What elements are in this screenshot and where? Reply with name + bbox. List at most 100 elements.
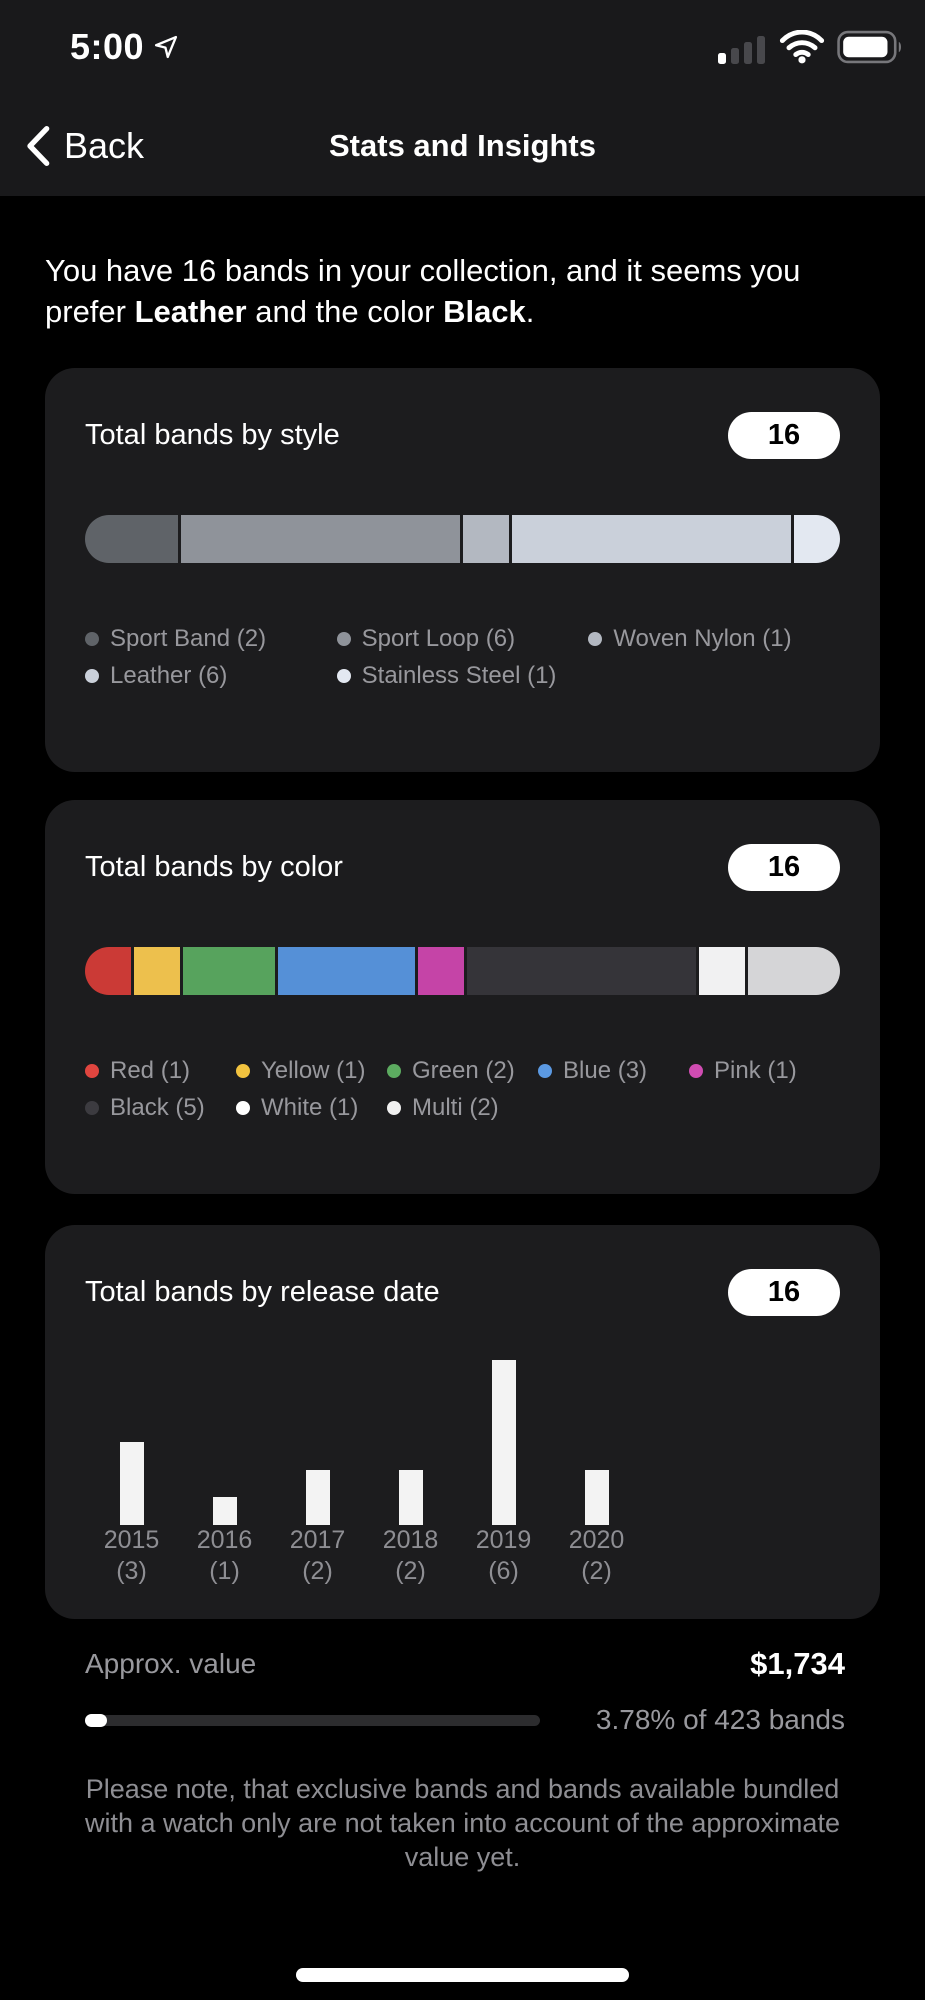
bar-count-label: (3) — [116, 1557, 147, 1585]
bar-segment-multi — [748, 947, 840, 995]
card-header: Total bands by color 16 — [85, 844, 840, 891]
summary-part3: . — [525, 294, 535, 329]
back-button[interactable]: Back — [26, 96, 144, 196]
battery-icon — [837, 30, 901, 64]
legend-dot-green — [387, 1064, 401, 1078]
page-title: Stats and Insights — [329, 128, 596, 163]
bar-count-label: (2) — [395, 1557, 426, 1585]
legend-dot-multi — [387, 1101, 401, 1115]
legend-dot-leather — [85, 669, 99, 683]
bar-year-label: 2020 — [568, 1526, 625, 1554]
color-legend: Red (1) Yellow (1) Green (2) Blue (3) Pink (… — [85, 1057, 840, 1122]
bar-segment-yellow — [133, 947, 180, 995]
card-bands-by-release-date: Total bands by release date 16 2015 (3) 20… — [45, 1225, 880, 1619]
legend-item-leather: Leather (6) — [85, 662, 337, 690]
bar-column-2017: 2017 (2) — [271, 1360, 364, 1587]
bar-segment-blue — [277, 947, 416, 995]
legend-item-woven-nylon: Woven Nylon (1) — [588, 625, 840, 653]
card-title: Total bands by color — [85, 851, 343, 883]
bar-2016 — [212, 1497, 237, 1525]
card-header: Total bands by release date 16 — [85, 1269, 840, 1316]
legend-dot-stainless-steel — [336, 669, 351, 683]
approx-value-row: Approx. value $1,734 — [85, 1642, 845, 1686]
color-stacked-bar — [85, 947, 840, 995]
legend-label: Sport Band (2) — [110, 625, 267, 652]
legend-dot-yellow — [236, 1064, 250, 1078]
header: 5:00 — [0, 0, 925, 196]
legend-label: Red (1) — [110, 1057, 191, 1084]
summary-text: You have 16 bands in your collection, an… — [45, 250, 880, 332]
legend-label: Multi (2) — [412, 1094, 499, 1121]
legend-dot-sport-band — [85, 632, 99, 646]
bar-segment-sport-band — [85, 515, 178, 563]
card-bands-by-color: Total bands by color 16 Red (1) Yellow (1… — [45, 800, 880, 1194]
total-badge: 16 — [728, 1269, 840, 1316]
home-indicator[interactable] — [296, 1968, 629, 1982]
summary-style-highlight: Leather — [134, 294, 247, 329]
bar-count-label: (6) — [488, 1557, 519, 1585]
legend-label: Yellow (1) — [261, 1057, 366, 1084]
legend-label: Black (5) — [110, 1094, 205, 1121]
style-stacked-bar — [85, 515, 840, 563]
legend-item-sport-band: Sport Band (2) — [85, 625, 337, 653]
bar-column-2018: 2018 (2) — [364, 1360, 457, 1587]
bar-column-2016: 2016 (1) — [178, 1360, 271, 1587]
legend-item-pink: Pink (1) — [689, 1057, 840, 1085]
bar-segment-woven-nylon — [462, 515, 509, 563]
bar-segment-leather — [511, 515, 791, 563]
legend-label: White (1) — [261, 1094, 359, 1121]
card-title: Total bands by release date — [85, 1276, 440, 1308]
bar-segment-pink — [418, 947, 464, 995]
cellular-signal-icon — [718, 36, 765, 64]
legend-item-multi: Multi (2) — [387, 1094, 538, 1122]
chevron-left-icon — [27, 126, 50, 166]
bar-2020 — [584, 1470, 609, 1525]
legend-label: Blue (3) — [563, 1057, 648, 1084]
back-label: Back — [64, 125, 145, 166]
approx-value-amount: $1,734 — [750, 1646, 845, 1681]
nav-bar: Back Stats and Insights — [0, 96, 925, 196]
bar-segment-white — [699, 947, 746, 995]
bar-segment-green — [182, 947, 275, 995]
footnote-text: Please note, that exclusive bands and ba… — [85, 1774, 840, 1872]
release-date-bar-chart: 2015 (3) 2016 (1) 2017 (2) 2018 (2) 2019 (6) 2020 (… — [85, 1360, 645, 1587]
legend-item-blue: Blue (3) — [538, 1057, 689, 1085]
bar-year-label: 2015 — [103, 1526, 160, 1554]
bar-count-label: (2) — [581, 1557, 612, 1585]
progress-track — [85, 1713, 540, 1727]
bar-2018 — [398, 1470, 423, 1525]
legend-item-black: Black (5) — [85, 1094, 236, 1122]
bar-count-label: (1) — [209, 1557, 240, 1585]
style-legend: Sport Band (2) Sport Loop (6) Woven Nylon … — [85, 625, 840, 690]
status-time: 5:00 — [70, 26, 180, 68]
location-arrow-icon — [154, 35, 178, 59]
legend-item-stainless-steel: Stainless Steel (1) — [336, 662, 589, 690]
legend-item-white: White (1) — [236, 1094, 387, 1122]
bar-segment-black — [467, 947, 697, 995]
summary-part1: You have 16 bands in your collection, an… — [45, 253, 801, 329]
bar-2015 — [119, 1442, 144, 1525]
legend-item-red: Red (1) — [85, 1057, 236, 1085]
bar-2019 — [491, 1360, 516, 1525]
bar-column-2020: 2020 (2) — [550, 1360, 643, 1587]
bar-column-2019: 2019 (6) — [457, 1360, 550, 1587]
legend-item-yellow: Yellow (1) — [236, 1057, 387, 1085]
bar-year-label: 2017 — [289, 1526, 346, 1554]
bar-year-label: 2018 — [382, 1526, 439, 1554]
summary-part2: and the color — [246, 294, 444, 329]
bar-segment-sport-loop — [180, 515, 460, 563]
legend-dot-pink — [689, 1064, 703, 1078]
legend-dot-blue — [538, 1064, 552, 1078]
legend-label: Pink (1) — [714, 1057, 797, 1084]
legend-dot-sport-loop — [336, 632, 351, 646]
legend-dot-white — [236, 1101, 250, 1115]
clock-text: 5:00 — [70, 26, 145, 67]
bar-count-label: (2) — [302, 1557, 333, 1585]
bar-segment-stainless-steel — [793, 515, 840, 563]
bar-year-label: 2019 — [475, 1526, 532, 1554]
bar-2017 — [305, 1470, 330, 1525]
legend-label: Leather (6) — [110, 662, 228, 689]
total-badge: 16 — [728, 412, 840, 459]
legend-label: Stainless Steel (1) — [361, 662, 557, 689]
